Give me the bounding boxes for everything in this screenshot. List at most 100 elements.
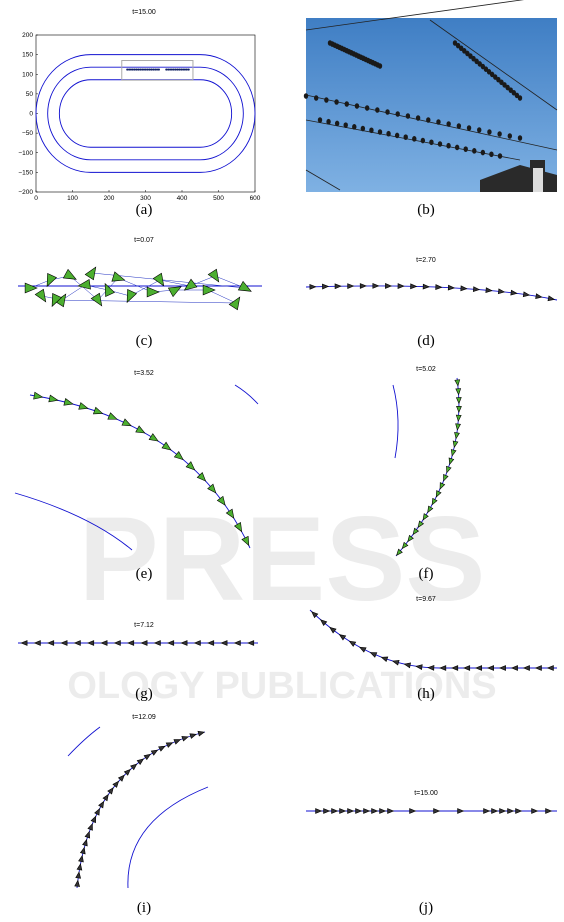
bird [489,151,493,157]
agent [195,641,201,646]
agent [330,627,336,633]
agent [373,283,379,288]
bird [455,145,459,151]
agent [372,809,378,814]
agent [115,641,121,646]
agent [423,284,429,289]
agent [155,641,161,646]
agent [411,284,417,289]
agent [349,641,355,646]
bird [355,103,359,109]
bird [457,123,461,129]
agent [88,641,94,646]
caption: (g) [135,686,153,702]
agent [184,279,196,290]
agent [340,809,346,814]
x-tick-label: 400 [177,195,188,202]
agent [174,739,180,744]
agent [500,809,506,814]
agent [103,794,108,800]
agent [64,399,73,406]
track [59,80,231,148]
bird [361,126,365,132]
agent [34,392,43,399]
agent [122,419,131,426]
agent [75,641,81,646]
agent [398,284,404,289]
x-tick-label: 0 [34,195,38,202]
agent [35,289,46,302]
bird [365,105,369,111]
agent [79,403,88,410]
agent [456,424,461,430]
agent [159,746,165,751]
agent [208,641,214,646]
agent [458,809,464,814]
agent [182,736,188,741]
agent [546,809,552,814]
agent [49,395,58,402]
agent [248,641,254,646]
agent [137,759,143,765]
agent [548,296,554,301]
agent [457,406,462,412]
agent [188,68,190,70]
agent [486,288,492,293]
agent [524,666,530,671]
bird [314,95,318,101]
agent [500,666,506,671]
link [62,285,85,300]
y-tick-label: 200 [22,32,33,39]
agent [492,809,498,814]
link [55,300,236,303]
bird [404,134,408,140]
x-tick-label: 300 [140,195,151,202]
agent [88,824,93,830]
bird [487,129,491,135]
bird [344,122,348,128]
caption: (h) [417,686,435,702]
agent [456,389,461,395]
agent [208,269,219,282]
y-tick-label: 0 [29,111,33,118]
agent [181,641,187,646]
y-tick-label: −200 [18,189,33,196]
bird [464,146,468,152]
agent [79,856,84,862]
agent [21,641,27,646]
link [208,290,236,303]
trajectory [235,385,258,404]
agent [536,294,542,299]
agent [101,641,107,646]
agent [158,68,160,70]
agent [112,272,125,281]
bird [438,141,442,147]
agent [85,267,96,280]
agent [162,442,171,450]
agent [127,290,136,303]
caption: (c) [136,333,153,349]
agent [85,832,90,838]
agent [203,285,215,295]
bird [497,131,501,137]
agent [461,286,467,291]
x-tick-label: 600 [250,195,261,202]
agent [370,653,376,658]
agent [166,743,172,748]
panel-title: t=3.52 [134,370,154,377]
bird [518,135,522,141]
agent [449,458,454,464]
bird [412,136,416,142]
agent [35,641,41,646]
agent [512,666,518,671]
trajectory [77,732,205,888]
agent [136,426,145,433]
agent [473,287,479,292]
agent [149,434,158,441]
agent [511,290,517,295]
trajectory [306,286,557,300]
agent [360,647,366,652]
agent [151,750,157,755]
bird [421,138,425,144]
agent [440,483,445,489]
